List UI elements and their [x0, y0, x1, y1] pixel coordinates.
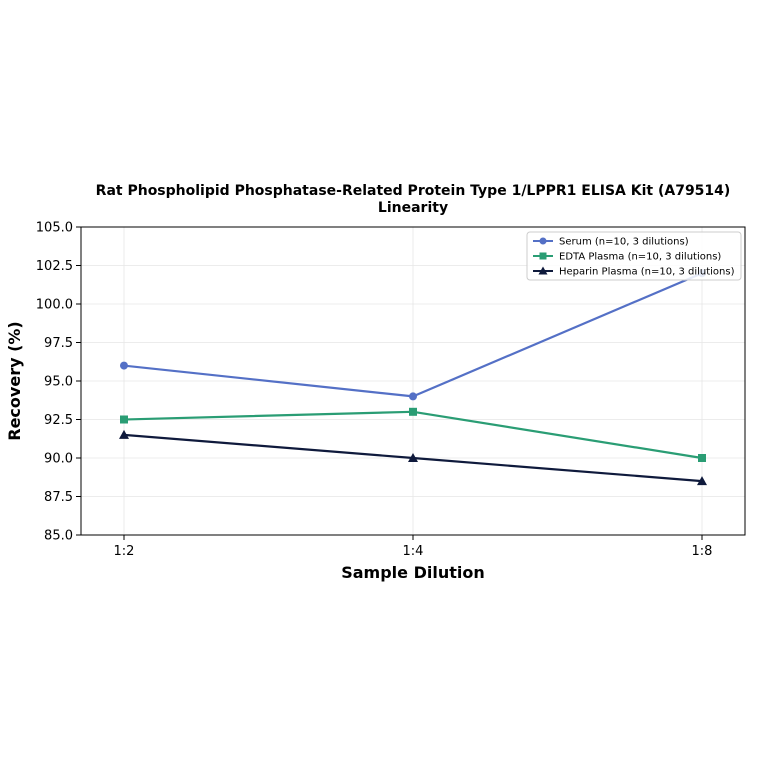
legend-marker	[539, 252, 547, 260]
y-tick-label: 90.0	[44, 452, 73, 467]
y-tick-label: 100.0	[36, 298, 73, 313]
y-tick-label: 105.0	[36, 221, 73, 236]
series-0-point	[120, 361, 128, 370]
series-1-point	[698, 454, 706, 462]
series-0-point	[409, 392, 417, 401]
chart-title-line1: Rat Phospholipid Phosphatase-Related Pro…	[96, 183, 731, 199]
series-2-point	[119, 429, 129, 439]
y-tick-label: 102.5	[36, 259, 73, 274]
x-axis-label: Sample Dilution	[341, 563, 485, 582]
legend-label: EDTA Plasma (n=10, 3 dilutions)	[559, 252, 721, 263]
legend-label: Heparin Plasma (n=10, 3 dilutions)	[559, 267, 735, 278]
y-tick-label: 85.0	[44, 529, 73, 544]
x-ticks: 1:2 1:4 1:8	[114, 535, 713, 559]
legend-label: Serum (n=10, 3 dilutions)	[559, 237, 689, 248]
legend-marker	[538, 266, 548, 275]
plot-area	[119, 269, 707, 486]
y-tick-label: 92.5	[44, 413, 73, 428]
x-tick-label: 1:8	[692, 544, 713, 559]
chart-title-line2: Linearity	[378, 200, 448, 216]
series-2-point	[697, 476, 707, 486]
y-ticks: 85.0 87.5 90.0 92.5 95.0 97.5 100.0 102.5 105.0	[36, 221, 81, 544]
legend: Serum (n=10, 3 dilutions) EDTA Plasma (n=…	[526, 231, 742, 281]
y-tick-label: 87.5	[44, 490, 73, 505]
y-tick-label: 95.0	[44, 375, 73, 390]
y-tick-label: 97.5	[44, 336, 73, 351]
x-tick-label: 1:2	[114, 544, 135, 559]
series-2-point	[408, 453, 418, 462]
legend-box	[526, 231, 742, 281]
legend-marker	[539, 237, 547, 245]
x-tick-label: 1:4	[403, 544, 424, 559]
series-1-point	[120, 415, 128, 424]
y-axis-label: Recovery (%)	[5, 321, 24, 440]
series-1-point	[409, 407, 417, 416]
